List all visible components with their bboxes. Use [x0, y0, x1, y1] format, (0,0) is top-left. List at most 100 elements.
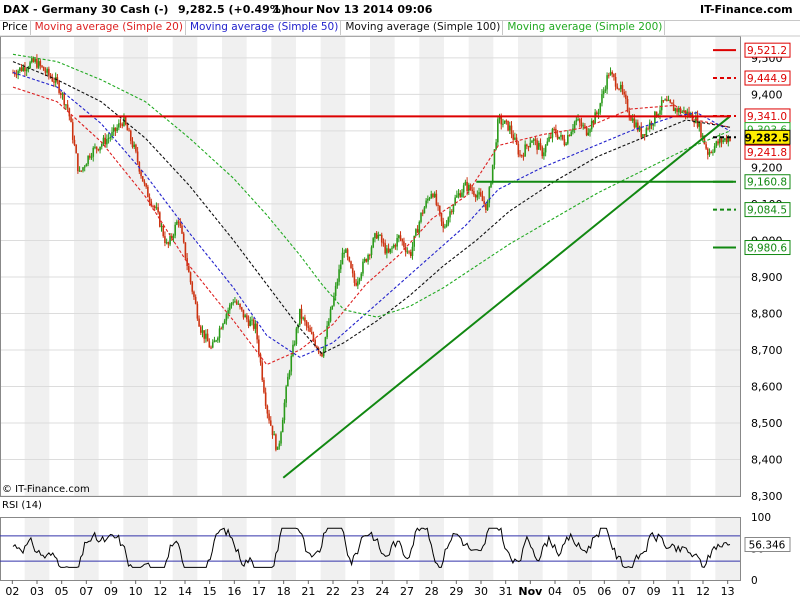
legend-ma200[interactable]: Moving average (Simple 200) — [505, 20, 666, 35]
candle-body — [232, 302, 235, 304]
candle-body — [500, 116, 503, 125]
price-level-box — [744, 129, 791, 145]
candle-body — [507, 120, 509, 131]
candle-body — [100, 143, 103, 147]
candle-body — [61, 93, 64, 95]
candle-body — [614, 76, 617, 87]
x-tick-label: 03 — [30, 585, 44, 598]
legend-price[interactable]: Price — [0, 20, 31, 35]
candle-body — [271, 425, 274, 436]
legend-ma20[interactable]: Moving average (Simple 20) — [33, 20, 186, 35]
candle-body — [708, 152, 711, 155]
candle-body — [498, 116, 501, 120]
day-band — [123, 517, 148, 580]
ma50-line — [12, 71, 731, 358]
legend-ma50[interactable]: Moving average (Simple 50) — [188, 20, 342, 35]
candle-body — [244, 315, 246, 318]
price-level-label: 9,341.0 — [747, 111, 787, 123]
day-band — [518, 517, 543, 580]
x-tick-label: 15 — [203, 585, 217, 598]
candle-body — [24, 66, 26, 72]
candle-body — [341, 252, 344, 265]
day-band — [370, 36, 395, 496]
candle-body — [524, 144, 526, 157]
price-level-label: 9,521.2 — [747, 45, 787, 57]
candle-body — [584, 125, 586, 127]
candle-body — [194, 296, 197, 304]
candle-body — [112, 127, 115, 132]
candle-body — [375, 233, 378, 239]
candle-body — [188, 266, 190, 273]
x-tick-label: 09 — [104, 585, 118, 598]
candle-body — [251, 319, 253, 321]
candle-body — [693, 120, 695, 123]
candle-body — [254, 323, 257, 329]
day-band — [172, 36, 198, 496]
candle-body — [27, 68, 30, 70]
candle-body — [421, 212, 424, 214]
candle-body — [94, 146, 96, 148]
candle-body — [727, 137, 730, 143]
x-tick-label: 27 — [400, 585, 414, 598]
candle-body — [290, 356, 293, 372]
price-tick-label: 8,800 — [751, 307, 783, 320]
candle-body — [427, 198, 429, 201]
day-band — [74, 517, 99, 580]
candle-body — [225, 314, 228, 321]
candle-body — [140, 171, 142, 177]
candle-body — [556, 134, 559, 139]
candle-body — [578, 119, 581, 123]
candle-body — [698, 122, 701, 127]
candle-body — [106, 139, 108, 145]
candle-body — [36, 58, 38, 68]
candle-body — [572, 128, 574, 132]
candle-body — [276, 446, 279, 450]
candle-body — [213, 340, 216, 343]
candle-body — [217, 337, 219, 341]
candle-body — [201, 330, 204, 333]
candle-body — [406, 251, 409, 253]
candle-body — [631, 118, 634, 121]
candle-body — [263, 380, 265, 393]
candle-body — [700, 122, 702, 138]
candle-body — [83, 166, 86, 168]
candle-body — [30, 58, 33, 63]
day-band — [715, 36, 740, 496]
candle-body — [420, 212, 422, 222]
candle-body — [19, 67, 21, 71]
candle-body — [129, 130, 132, 141]
candle-body — [37, 61, 40, 68]
candle-body — [278, 443, 281, 447]
x-tick-label: 05 — [573, 585, 587, 598]
price-tick-label: 9,200 — [751, 161, 783, 174]
candle-body — [123, 116, 125, 126]
x-tick-label: 07 — [622, 585, 636, 598]
candle-body — [464, 181, 467, 186]
legend-ma100[interactable]: Moving average (Simple 100) — [343, 20, 504, 35]
candle-body — [590, 120, 593, 130]
candle-body — [80, 170, 83, 172]
candle-body — [473, 191, 475, 196]
candle-body — [299, 308, 301, 326]
x-tick-label: 17 — [252, 585, 266, 598]
candle-body — [561, 134, 564, 140]
candle-body — [338, 269, 340, 282]
candle-body — [628, 111, 631, 117]
candle-body — [97, 148, 100, 151]
candle-body — [503, 120, 506, 124]
candle-body — [15, 74, 18, 76]
candle-body — [39, 61, 42, 66]
indicator-legend: Price Moving average (Simple 20) Moving av… — [0, 20, 666, 35]
candle-body — [172, 235, 175, 238]
candle-body — [379, 234, 381, 236]
candle-body — [404, 246, 407, 252]
candle-body — [141, 176, 144, 182]
candle-body — [258, 339, 260, 355]
candle-body — [514, 137, 516, 140]
candle-body — [495, 142, 497, 150]
candle-body — [222, 323, 224, 329]
candle-body — [155, 207, 158, 209]
candle-body — [607, 75, 610, 77]
candle-body — [128, 130, 130, 132]
